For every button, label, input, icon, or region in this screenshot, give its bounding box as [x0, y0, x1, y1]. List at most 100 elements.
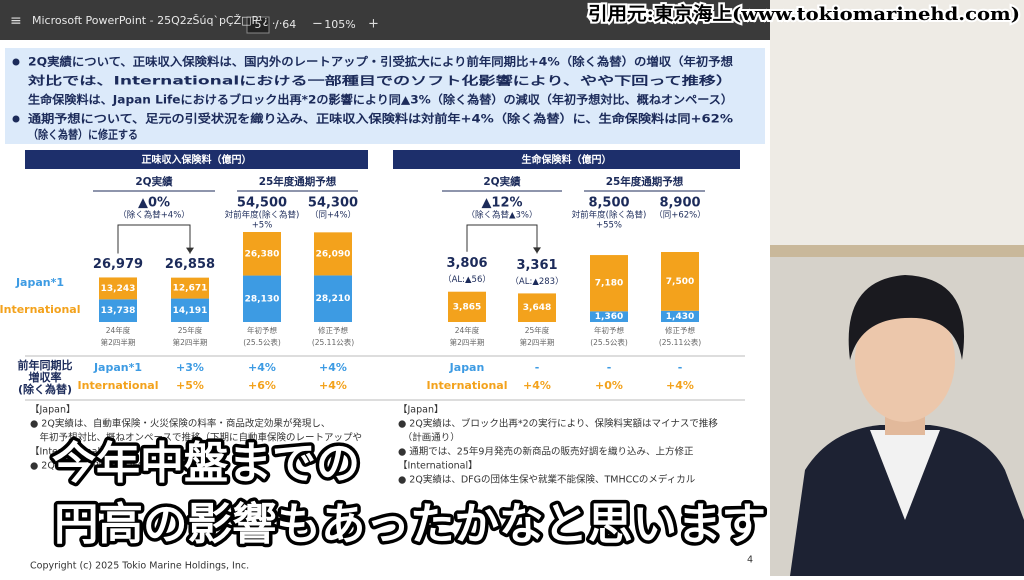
- bar-segment: [243, 275, 281, 322]
- period-header: 2Q実績: [135, 175, 173, 188]
- growth-value: +5%: [176, 379, 204, 392]
- page-number-input: 5: [255, 18, 262, 31]
- category-label: 24年度: [106, 325, 131, 335]
- total-label: 54,500: [237, 196, 287, 211]
- summary-box: [5, 48, 765, 144]
- subtitle: 今年中盤までの: [52, 438, 360, 489]
- page-box[interactable]: [246, 16, 270, 34]
- growth-row-name: Japan: [449, 361, 485, 374]
- summary-line: （除く為替）に修正する: [28, 128, 138, 142]
- bullet: [12, 58, 20, 66]
- value-label: 1,360: [595, 312, 623, 322]
- panel-title: 生命保険料（億円）: [522, 153, 612, 166]
- bar-segment: [171, 277, 209, 299]
- value-label: 3,648: [523, 303, 551, 313]
- zoom-in[interactable]: +: [368, 17, 379, 32]
- ledge: [770, 245, 1024, 257]
- category-label: 修正予想: [665, 325, 695, 335]
- bar-segment: [243, 232, 281, 276]
- zoom-level: 105%: [324, 18, 355, 31]
- growth-value: -: [607, 361, 612, 374]
- period-header: 2Q実績: [483, 175, 521, 188]
- window: [770, 0, 1024, 245]
- period-header: 25年度通期予想: [259, 175, 337, 188]
- panel-header: [393, 150, 740, 169]
- summary-line: 2Q実績について、正味収入保険料は、国内外のレートアップ・引受拡大により前年同期…: [28, 55, 734, 69]
- change-label: ▲12%: [481, 196, 522, 211]
- slide-page-number: 4: [747, 555, 753, 566]
- growth-value: -: [678, 361, 683, 374]
- forecast-note: 対前年度(除く為替): [225, 210, 300, 221]
- value-label: 1,430: [666, 312, 694, 322]
- toolbar: [0, 0, 770, 40]
- growth-row-name: International: [78, 379, 159, 392]
- category-label: 修正予想: [318, 325, 348, 335]
- copyright: Copyright (c) 2025 Tokio Marine Holdings…: [30, 561, 249, 572]
- citation: 引用元:東京海上(www.tokiomarinehd.com): [588, 3, 1020, 25]
- commentary: 年初予想対比、概ねオンペースで推移（下期に自動車保険のレートアップや: [30, 432, 362, 444]
- value-label: 13,738: [101, 306, 136, 316]
- value-label: 7,180: [595, 279, 623, 289]
- category-label: (25.5公表): [243, 337, 281, 347]
- sub-label: （AL:▲56）: [443, 274, 491, 285]
- value-label: 26,380: [245, 249, 280, 259]
- growth-value: +0%: [595, 379, 623, 392]
- value-label: 13,243: [101, 284, 136, 294]
- commentary: ● 2Q実績は、DFGの団体生保や就業不能保険、TMHCCのメディカル: [398, 474, 696, 486]
- growth-row-name: Japan*1: [93, 361, 142, 374]
- value-label: 28,130: [245, 294, 280, 304]
- total-label: 54,300: [308, 196, 358, 211]
- summary-line: 対比では、Internationalにおける一部種目でのソフト化影響により、やや…: [27, 74, 733, 88]
- bar-segment: [518, 293, 556, 322]
- commentary: 【Japan】: [398, 405, 444, 416]
- category-label: 25年度: [525, 325, 550, 335]
- value-label: 28,210: [316, 294, 351, 304]
- change-note: （除く為替▲3%）: [466, 210, 537, 221]
- summary-line: 生命保険料は、Japan Lifeにおけるブロック出再*2の影響により同▲3%（…: [28, 93, 733, 107]
- commentary: ● 2Q実績は、自動車保険・火災保険の料率・商品改定効果が発現し、: [30, 418, 330, 430]
- menu-icon[interactable]: ≡: [10, 13, 22, 29]
- category-label: 年初予想: [594, 325, 624, 335]
- category-label: (25.5公表): [590, 337, 628, 347]
- commentary: 【International】: [30, 447, 110, 458]
- subtitle: 円高の影響もあったかなと思います: [54, 499, 766, 550]
- growth-label: (除く為替): [18, 382, 72, 396]
- value-label: 7,500: [666, 277, 694, 287]
- panel-header: [25, 150, 368, 169]
- growth-value: +4%: [248, 361, 276, 374]
- bullet: [12, 115, 20, 123]
- growth-value: +4%: [319, 361, 347, 374]
- category-label: 第2四半期: [101, 337, 136, 347]
- category-label: 第2四半期: [173, 337, 208, 347]
- category-label: 24年度: [455, 325, 480, 335]
- forecast-note: （同+4%）: [310, 210, 356, 221]
- bar-segment: [661, 252, 699, 311]
- bar-segment: [448, 291, 486, 322]
- commentary: 【International】: [398, 461, 478, 472]
- growth-value: +4%: [666, 379, 694, 392]
- forecast-note: +55%: [596, 221, 622, 231]
- commentary: 【Japan】: [30, 405, 76, 416]
- commentary: ● 通期では、25年9月発売の新商品の販売好調を織り込み、上方修正: [398, 446, 694, 458]
- bar-segment: [590, 255, 628, 312]
- sub-label: （AL:▲283）: [510, 276, 563, 287]
- total-label: 3,806: [446, 256, 487, 271]
- zoom-out[interactable]: −: [312, 17, 323, 32]
- value-label: 3,865: [453, 302, 481, 312]
- total-label: 26,858: [165, 257, 215, 272]
- category-label: 25年度: [178, 325, 203, 335]
- forecast-note: （同+62%）: [654, 210, 706, 221]
- growth-value: +4%: [523, 379, 551, 392]
- growth-value: +6%: [248, 379, 276, 392]
- growth-value: +3%: [176, 361, 204, 374]
- hair: [848, 275, 965, 360]
- forecast-note: +5%: [252, 221, 273, 231]
- shirt: [870, 430, 940, 520]
- change-bracket: [466, 224, 538, 254]
- legend-label: Japan*1: [15, 276, 64, 289]
- bar-segment: [99, 299, 137, 322]
- bar-segment: [590, 311, 628, 322]
- value-label: 14,191: [173, 306, 208, 316]
